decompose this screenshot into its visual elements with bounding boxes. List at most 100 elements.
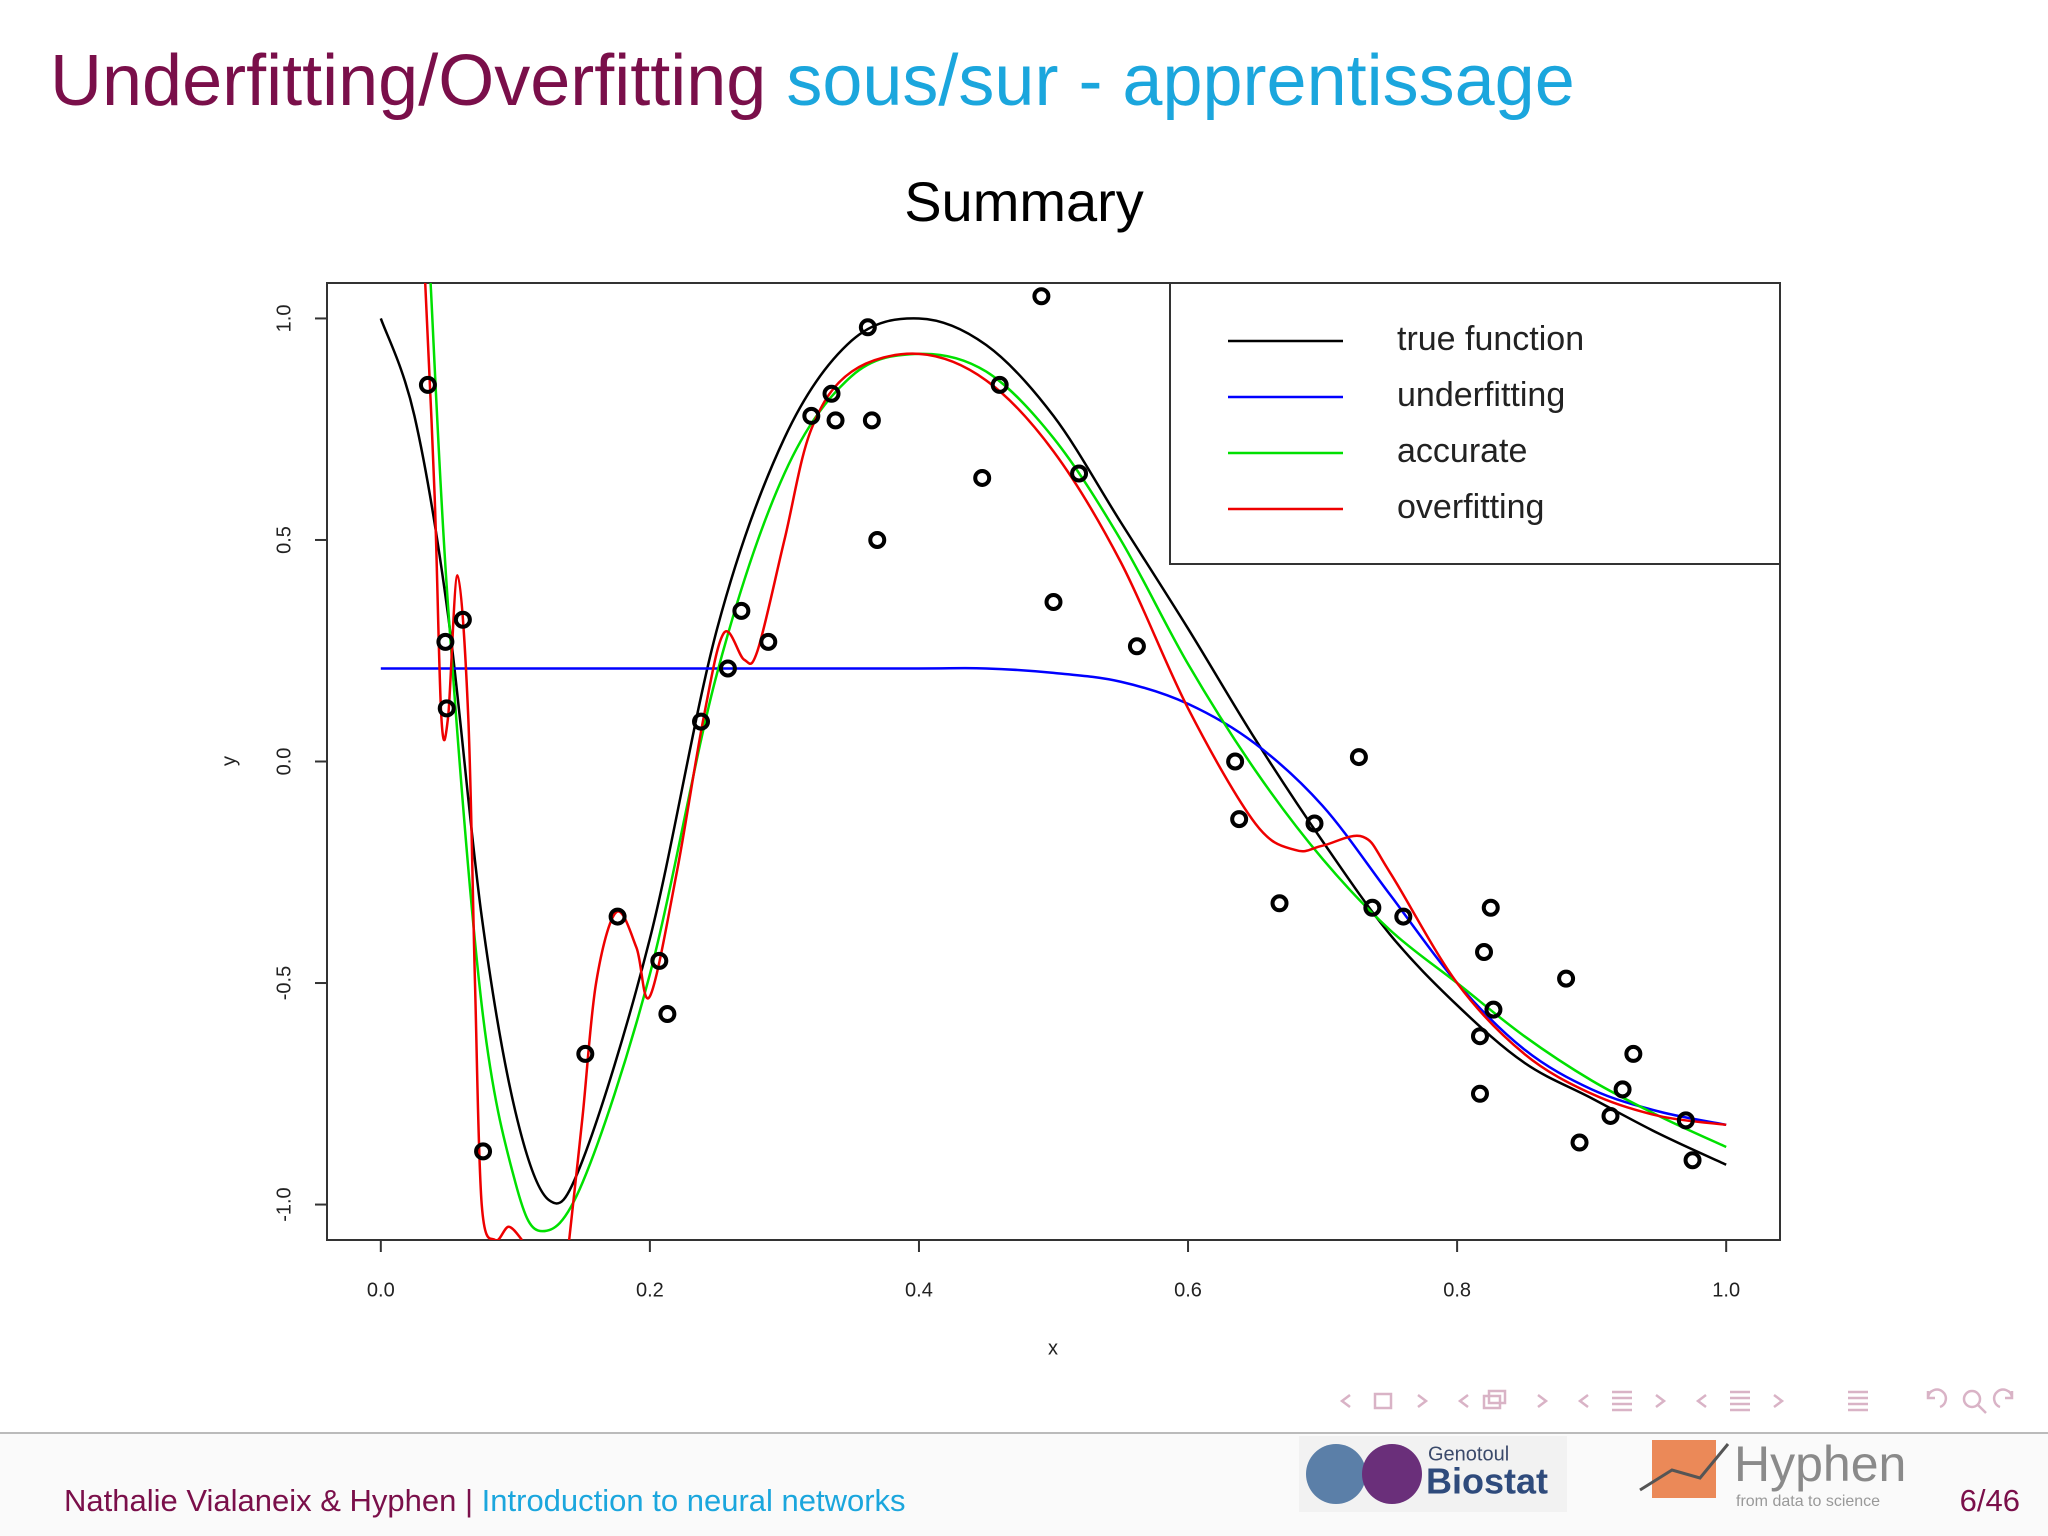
legend-box <box>1169 282 1781 565</box>
x-axis-label: x <box>1048 1337 1058 1359</box>
nav-icon <box>1926 1388 1948 1409</box>
data-point <box>858 318 877 337</box>
y-tick-label: -0.5 <box>273 966 295 1000</box>
data-point <box>418 375 437 394</box>
logo-biostat: Genotoul Biostat <box>1299 1436 1567 1512</box>
data-point <box>1349 748 1368 767</box>
data-point <box>973 468 992 487</box>
series-line <box>379 317 1727 1205</box>
logo-hyphen: Hyphen from data to science <box>1639 1436 1906 1510</box>
data-point <box>1470 1027 1489 1046</box>
data-point <box>1475 943 1494 962</box>
y-axis-label: y <box>218 756 240 766</box>
data-point <box>1624 1044 1643 1063</box>
nav-symbols <box>1339 1388 2014 1414</box>
nav-icon <box>1577 1394 1589 1408</box>
x-tick-label: 1.0 <box>1712 1279 1740 1301</box>
series-line <box>423 283 1727 1240</box>
data-point <box>1305 814 1324 833</box>
nav-icon <box>1977 1404 1987 1414</box>
title-sub: sous/sur - apprentissage <box>786 41 1574 121</box>
nav-icon <box>1655 1394 1667 1408</box>
y-tick-label: 1.0 <box>273 305 295 333</box>
x-tick-label: 0.4 <box>905 1279 933 1301</box>
plot-area <box>379 283 1727 1240</box>
data-point <box>658 1005 677 1024</box>
data-point <box>822 384 841 403</box>
x-tick-label: 0.0 <box>367 1279 395 1301</box>
data-point <box>1044 593 1063 611</box>
data-point <box>1032 287 1051 306</box>
data-point <box>474 1142 493 1161</box>
nav-icon <box>1962 1389 1982 1409</box>
logo-circle <box>1306 1444 1366 1504</box>
data-point <box>1127 637 1146 656</box>
data-point <box>1601 1106 1620 1125</box>
data-point <box>1470 1084 1489 1103</box>
data-point <box>732 601 751 620</box>
footer-authors: Nathalie Vialaneix & Hyphen <box>64 1483 456 1518</box>
data-point <box>1363 898 1382 917</box>
legend-label: overfitting <box>1397 488 1544 526</box>
data-point <box>1613 1080 1632 1099</box>
data-point <box>1484 1000 1503 1019</box>
logo-main: Hyphen <box>1734 1436 1906 1492</box>
logo-main: Biostat <box>1426 1461 1548 1502</box>
logo-square <box>1652 1440 1716 1498</box>
y-tick-label: -1.0 <box>273 1187 295 1221</box>
footer-separator: | <box>465 1483 473 1518</box>
data-point <box>1683 1151 1702 1170</box>
data-point <box>1230 810 1249 829</box>
data-point <box>1557 969 1576 988</box>
x-tick-label: 0.2 <box>636 1279 664 1301</box>
data-point <box>576 1044 595 1063</box>
logo-sub: from data to science <box>1736 1493 1880 1510</box>
x-tick-label: 0.8 <box>1443 1279 1471 1301</box>
y-tick-label: 0.5 <box>273 526 295 554</box>
logo-top: Genotoul <box>1428 1443 1509 1465</box>
legend-label: accurate <box>1397 432 1527 470</box>
nav-icon <box>1730 1390 1750 1412</box>
data-point <box>453 610 472 629</box>
slide-title: Underfitting/Overfitting sous/sur - appr… <box>50 41 1575 121</box>
x-tick-label: 0.6 <box>1174 1279 1202 1301</box>
legend-label: true function <box>1397 320 1584 358</box>
nav-icon <box>1537 1394 1549 1408</box>
legend-label: underfitting <box>1397 376 1565 414</box>
data-point <box>990 375 1009 394</box>
nav-icon <box>1339 1394 1351 1408</box>
data-point <box>692 712 711 731</box>
data-point <box>1070 464 1089 483</box>
data-point <box>436 632 455 651</box>
page-number: 6/46 <box>1960 1483 2020 1518</box>
data-point <box>1676 1111 1695 1130</box>
nav-icon <box>1373 1392 1393 1410</box>
y-tick-label: 0.0 <box>273 748 295 776</box>
data-point <box>718 659 737 678</box>
logo-graph <box>1639 1443 1730 1492</box>
data-point <box>826 411 845 430</box>
chart-title: Summary <box>904 170 1144 233</box>
data-point <box>868 530 887 549</box>
data-point <box>862 411 881 430</box>
data-point <box>608 907 627 926</box>
data-point <box>802 406 821 425</box>
data-point <box>1226 752 1245 771</box>
data-point <box>1270 894 1289 913</box>
data-point <box>650 951 669 970</box>
series-line <box>380 666 1727 1127</box>
data-point <box>1481 898 1500 917</box>
nav-icon <box>1773 1394 1785 1408</box>
nav-icon <box>1695 1394 1707 1408</box>
data-point <box>1394 907 1413 926</box>
nav-icon <box>1487 1389 1507 1405</box>
footer-text: Nathalie Vialaneix & Hyphen | Introducti… <box>64 1483 906 1518</box>
data-point <box>437 699 456 718</box>
nav-icon <box>1417 1394 1429 1408</box>
data-point <box>759 632 778 651</box>
nav-icon <box>1457 1394 1469 1408</box>
title-main: Underfitting/Overfitting <box>50 41 766 121</box>
nav-icon <box>1612 1390 1632 1412</box>
chart: Summary 0.0 0.2 0.4 0.6 0.8 1.0 -1.0 -0.5 0.0 0.5 1… <box>218 170 1781 1359</box>
